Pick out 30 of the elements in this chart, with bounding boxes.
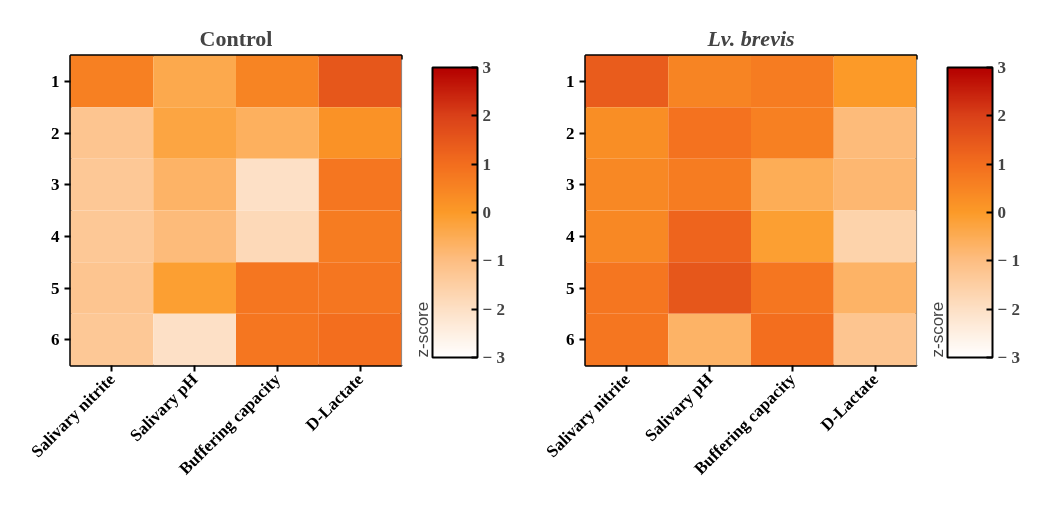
y-tick-label: 5 (566, 278, 575, 298)
color-bar-title: z-score (927, 301, 947, 358)
color-bar-label: − 2 (997, 299, 1020, 319)
y-tick-label: 4 (51, 226, 60, 246)
color-bar-label: − 3 (482, 348, 505, 367)
y-tick-label: 3 (51, 175, 60, 195)
y-tick-label: 5 (51, 278, 60, 298)
color-bar-title: z-score (412, 301, 432, 358)
color-bar-label: 0 (482, 203, 491, 222)
color-bar-label: 0 (997, 203, 1006, 222)
color-bar-label: − 1 (482, 251, 505, 271)
y-tick-label: 6 (566, 330, 575, 350)
chart-title: Lv. brevis (706, 25, 795, 51)
chart-title: Control (199, 25, 273, 51)
y-tick-label: 4 (566, 226, 575, 246)
y-tick-label: 6 (51, 330, 60, 350)
color-bar-label: − 1 (997, 251, 1020, 271)
y-tick-label: 1 (51, 71, 60, 91)
y-tick-label: 2 (51, 123, 60, 143)
color-bar-label: 1 (482, 154, 491, 174)
y-tick-label: 2 (566, 123, 575, 143)
color-bar-label: 3 (997, 58, 1006, 77)
color-bar-label: 1 (997, 154, 1006, 174)
y-tick-label: 1 (566, 71, 575, 91)
y-tick-label: 3 (566, 175, 575, 195)
color-bar-label: − 3 (997, 348, 1020, 367)
color-bar-label: 3 (482, 58, 491, 77)
color-bar-label: − 2 (482, 299, 505, 319)
color-bar-label: 2 (997, 106, 1006, 126)
color-bar-label: 2 (482, 106, 491, 126)
